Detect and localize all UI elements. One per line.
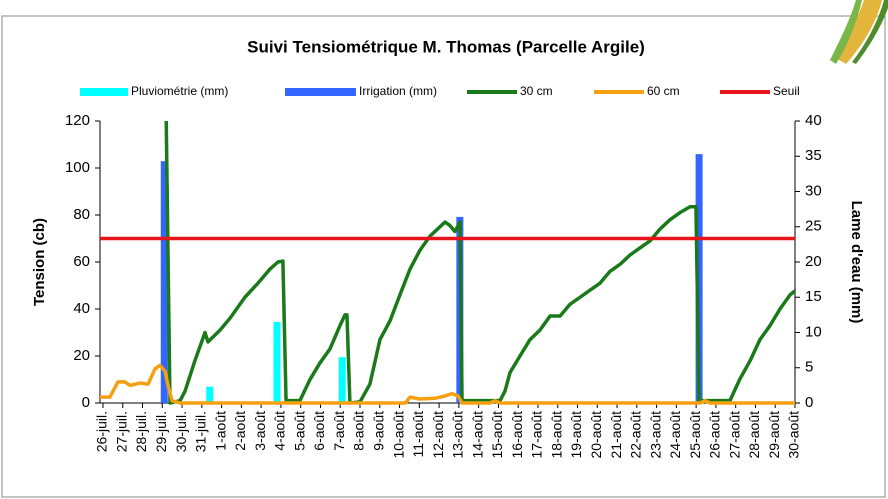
x-tick-label: 25-août	[687, 411, 703, 459]
x-tick-label: 21-août	[608, 411, 624, 459]
y2-tick-label: 10	[805, 323, 822, 340]
legend-swatch	[285, 88, 356, 96]
x-tick-label: 8-août	[351, 411, 367, 451]
y-tick-label: 100	[65, 159, 90, 176]
x-tick-label: 6-août	[311, 411, 327, 451]
x-tick-label: 12-août	[430, 411, 446, 459]
y-tick-label: 120	[65, 112, 90, 129]
y-tick-label: 80	[73, 206, 90, 223]
x-tick-label: 31-juil.	[193, 411, 209, 452]
legend-label: Irrigation (mm)	[359, 84, 437, 98]
x-tick-label: 3-août	[252, 411, 268, 451]
bar	[339, 357, 346, 403]
x-tick-label: 7-août	[331, 411, 347, 451]
x-tick-label: 27-août	[726, 411, 742, 459]
x-tick-label: 18-août	[548, 411, 564, 459]
x-tick-label: 22-août	[628, 411, 644, 459]
y2-tick-label: 5	[805, 359, 813, 376]
x-tick-label: 17-août	[529, 411, 545, 459]
chart-title: Suivi Tensiométrique M. Thomas (Parcelle…	[247, 37, 645, 56]
x-tick-label: 4-août	[272, 411, 288, 451]
y2-tick-label: 15	[805, 288, 822, 305]
x-tick-label: 19-août	[568, 411, 584, 459]
y2-tick-label: 20	[805, 253, 822, 270]
x-tick-label: 26-juil.	[94, 411, 110, 452]
y2-tick-label: 25	[805, 218, 822, 235]
y-tick-label: 60	[73, 253, 90, 270]
x-tick-label: 11-août	[410, 411, 426, 458]
legend-label: Seuil	[773, 84, 800, 98]
y2-tick-label: 35	[805, 147, 822, 164]
y2-tick-label: 0	[805, 394, 813, 411]
x-tick-label: 26-août	[707, 411, 723, 459]
x-tick-label: 13-août	[450, 411, 466, 459]
y2-axis-title: Lame d'eau (mm)	[848, 201, 865, 324]
x-tick-label: 24-août	[667, 411, 683, 459]
bar	[206, 387, 213, 403]
x-tick-label: 28-juil.	[133, 411, 149, 452]
x-tick-label: 23-août	[647, 411, 663, 459]
x-tick-label: 29-août	[766, 411, 782, 459]
x-tick-label: 20-août	[588, 411, 604, 459]
x-tick-label: 10-août	[390, 411, 406, 459]
x-tick-label: 28-août	[746, 411, 762, 459]
x-tick-label: 27-juil.	[113, 411, 129, 452]
y-tick-label: 20	[73, 347, 90, 364]
x-tick-label: 1-août	[212, 411, 228, 451]
x-tick-label: 29-juil.	[153, 411, 169, 452]
x-tick-label: 30-juil.	[173, 411, 189, 452]
x-tick-label: 16-août	[509, 411, 525, 459]
y2-tick-label: 40	[805, 112, 822, 129]
y-axis-title: Tension (cb)	[31, 218, 48, 306]
chart: Suivi Tensiométrique M. Thomas (Parcelle…	[0, 0, 888, 499]
y2-tick-label: 30	[805, 182, 822, 199]
x-tick-label: 5-août	[291, 411, 307, 451]
x-tick-label: 14-août	[469, 411, 485, 459]
y-tick-label: 0	[82, 394, 90, 411]
x-tick-label: 15-août	[489, 411, 505, 459]
y-tick-label: 40	[73, 300, 90, 317]
x-tick-label: 9-août	[370, 411, 386, 451]
x-tick-label: 30-août	[786, 411, 802, 459]
legend-label: Pluviométrie (mm)	[131, 84, 228, 98]
legend-label: 30 cm	[520, 84, 553, 98]
bar	[273, 322, 280, 403]
legend-swatch	[80, 88, 128, 96]
x-tick-label: 2-août	[232, 411, 248, 451]
legend-label: 60 cm	[647, 84, 680, 98]
